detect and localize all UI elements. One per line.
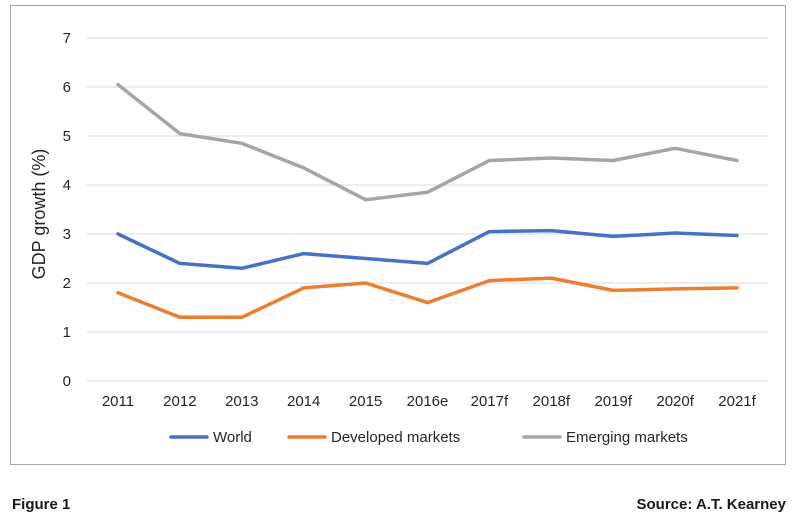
series-line-world: [116, 228, 739, 271]
y-tick-label: 6: [63, 79, 71, 96]
line-chart: 0 1 2 3 4 5 6 7 GDP growth (%) 2011 2012 2013 2014…: [29, 30, 768, 446]
y-tick-label: 4: [63, 177, 71, 194]
y-tick-label: 1: [63, 324, 71, 341]
x-tick-label: 2016e: [407, 393, 449, 410]
legend-label: Developed markets: [331, 429, 460, 446]
x-axis-ticks: 2011 2012 2013 2014 2015 2016e 2017f 2018f 2019f…: [102, 393, 757, 410]
x-tick-label: 2014: [287, 393, 320, 410]
legend: World Developed markets Emerging markets: [169, 429, 688, 446]
x-tick-label: 2015: [349, 393, 382, 410]
legend-label: Emerging markets: [566, 429, 688, 446]
x-tick-label: 2021f: [718, 393, 756, 410]
figure-label: Figure 1: [12, 496, 71, 513]
x-tick-label: 2011: [102, 393, 134, 410]
y-tick-label: 0: [63, 373, 71, 390]
y-tick-label: 2: [63, 275, 71, 292]
y-axis-ticks: 0 1 2 3 4 5 6 7: [63, 30, 71, 390]
chart-frame: 0 1 2 3 4 5 6 7 GDP growth (%) 2011 2012 2013 2014…: [10, 5, 786, 465]
y-tick-label: 7: [63, 30, 71, 47]
x-tick-label: 2020f: [656, 393, 694, 410]
y-axis-label: GDP growth (%): [29, 149, 49, 280]
x-tick-label: 2017f: [471, 393, 509, 410]
series-line-developed-markets: [116, 276, 739, 320]
x-tick-label: 2012: [163, 393, 196, 410]
y-tick-label: 5: [63, 128, 71, 145]
series-lines: [116, 82, 739, 320]
x-tick-label: 2018f: [533, 393, 571, 410]
series-line-emerging-markets: [116, 82, 739, 202]
x-tick-label: 2013: [225, 393, 258, 410]
gridlines: [87, 37, 768, 382]
source-credit: Source: A.T. Kearney: [636, 496, 787, 513]
y-tick-label: 3: [63, 226, 71, 243]
legend-label: World: [213, 429, 252, 446]
x-tick-label: 2019f: [594, 393, 632, 410]
